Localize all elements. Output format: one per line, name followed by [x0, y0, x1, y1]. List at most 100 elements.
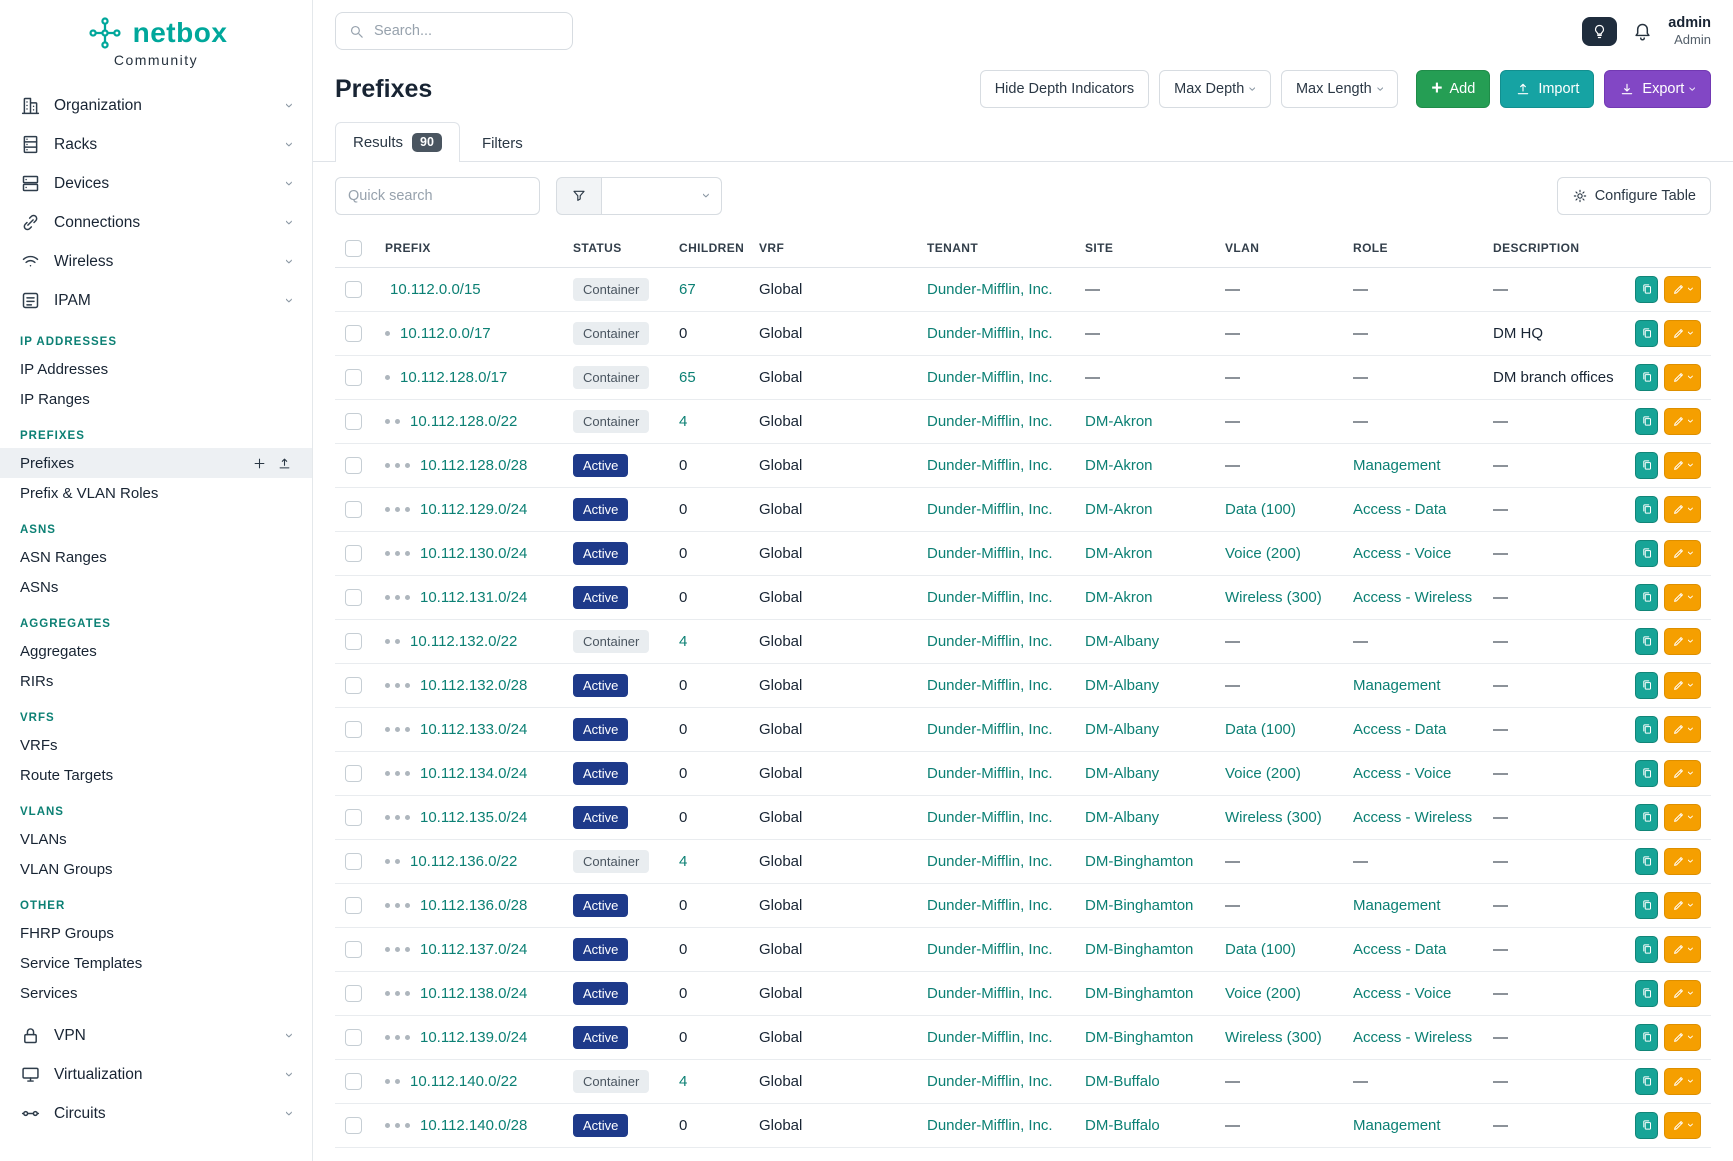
add-button[interactable]: + Add — [1416, 70, 1491, 108]
tenant-link[interactable]: Dunder-Mifflin, Inc. — [927, 808, 1053, 826]
vlan-link[interactable]: Voice (200) — [1225, 764, 1301, 782]
site-link[interactable]: DM-Albany — [1085, 676, 1160, 694]
clone-button[interactable] — [1635, 803, 1658, 831]
children-link[interactable]: 4 — [679, 412, 688, 430]
hide-depth-indicators-button[interactable]: Hide Depth Indicators — [979, 70, 1150, 108]
tenant-link[interactable]: Dunder-Mifflin, Inc. — [927, 676, 1053, 694]
clone-button[interactable] — [1635, 1023, 1658, 1051]
site-link[interactable]: DM-Buffalo — [1085, 1116, 1160, 1134]
edit-button[interactable]: › — [1664, 627, 1701, 655]
role-link[interactable]: Access - Voice — [1353, 764, 1452, 782]
site-link[interactable]: DM-Binghamton — [1085, 852, 1194, 870]
export-button[interactable]: Export › — [1604, 70, 1711, 108]
sidebar-item-racks[interactable]: Racks › — [0, 125, 312, 164]
tenant-link[interactable]: Dunder-Mifflin, Inc. — [927, 852, 1053, 870]
edit-button[interactable]: › — [1664, 671, 1701, 699]
sidebar-item-rirs[interactable]: RIRs — [0, 666, 312, 696]
edit-button[interactable]: › — [1664, 407, 1701, 435]
row-checkbox[interactable] — [345, 720, 362, 738]
role-link[interactable]: Access - Voice — [1353, 984, 1452, 1002]
clone-button[interactable] — [1635, 495, 1658, 523]
clone-button[interactable] — [1635, 583, 1658, 611]
edit-button[interactable]: › — [1664, 583, 1701, 611]
clone-button[interactable] — [1635, 319, 1658, 347]
tenant-link[interactable]: Dunder-Mifflin, Inc. — [927, 280, 1053, 298]
row-checkbox[interactable] — [345, 456, 362, 474]
row-checkbox[interactable] — [345, 544, 362, 562]
sidebar-item-route-targets[interactable]: Route Targets — [0, 760, 312, 790]
tab-filters[interactable]: Filters — [464, 124, 541, 162]
sidebar-item-asn-ranges[interactable]: ASN Ranges — [0, 542, 312, 572]
tenant-link[interactable]: Dunder-Mifflin, Inc. — [927, 720, 1053, 738]
vlan-link[interactable]: Wireless (300) — [1225, 588, 1322, 606]
tenant-link[interactable]: Dunder-Mifflin, Inc. — [927, 324, 1053, 342]
prefix-link[interactable]: 10.112.131.0/24 — [420, 588, 528, 606]
tenant-link[interactable]: Dunder-Mifflin, Inc. — [927, 544, 1053, 562]
edit-button[interactable]: › — [1664, 1067, 1701, 1095]
sidebar-item-vlans[interactable]: VLANs — [0, 824, 312, 854]
row-checkbox[interactable] — [345, 280, 362, 298]
sidebar-item-aggregates[interactable]: Aggregates — [0, 636, 312, 666]
role-link[interactable]: Access - Data — [1353, 500, 1447, 518]
clone-button[interactable] — [1635, 671, 1658, 699]
sidebar-item-devices[interactable]: Devices › — [0, 164, 312, 203]
column-header-vlan[interactable]: VLAN — [1215, 229, 1343, 268]
clone-button[interactable] — [1635, 275, 1658, 303]
site-link[interactable]: DM-Akron — [1085, 456, 1153, 474]
row-checkbox[interactable] — [345, 1116, 362, 1134]
prefix-link[interactable]: 10.112.128.0/17 — [400, 368, 508, 386]
edit-button[interactable]: › — [1664, 1023, 1701, 1051]
row-checkbox[interactable] — [345, 808, 362, 826]
prefix-link[interactable]: 10.112.139.0/24 — [420, 1028, 528, 1046]
quick-search-input[interactable] — [335, 176, 540, 215]
site-link[interactable]: DM-Binghamton — [1085, 896, 1194, 914]
prefix-link[interactable]: 10.112.130.0/24 — [420, 544, 528, 562]
row-checkbox[interactable] — [345, 324, 362, 342]
clone-button[interactable] — [1635, 1067, 1658, 1095]
column-header-description[interactable]: DESCRIPTION — [1483, 229, 1625, 268]
row-checkbox[interactable] — [345, 1028, 362, 1046]
vlan-link[interactable]: Voice (200) — [1225, 544, 1301, 562]
global-search-input[interactable] — [374, 23, 560, 39]
site-link[interactable]: DM-Albany — [1085, 632, 1160, 650]
edit-button[interactable]: › — [1664, 759, 1701, 787]
vlan-link[interactable]: Wireless (300) — [1225, 1028, 1322, 1046]
site-link[interactable]: DM-Akron — [1085, 500, 1153, 518]
prefix-link[interactable]: 10.112.136.0/22 — [410, 852, 518, 870]
edit-button[interactable]: › — [1664, 715, 1701, 743]
sidebar-item-connections[interactable]: Connections › — [0, 203, 312, 242]
clone-button[interactable] — [1635, 363, 1658, 391]
role-link[interactable]: Management — [1353, 676, 1441, 694]
edit-button[interactable]: › — [1664, 891, 1701, 919]
site-link[interactable]: DM-Binghamton — [1085, 984, 1194, 1002]
tenant-link[interactable]: Dunder-Mifflin, Inc. — [927, 588, 1053, 606]
site-link[interactable]: DM-Albany — [1085, 764, 1160, 782]
sidebar-item-vrfs[interactable]: VRFs — [0, 730, 312, 760]
row-checkbox[interactable] — [345, 588, 362, 606]
clone-button[interactable] — [1635, 979, 1658, 1007]
tenant-link[interactable]: Dunder-Mifflin, Inc. — [927, 940, 1053, 958]
sidebar-item-service-templates[interactable]: Service Templates — [0, 948, 312, 978]
row-checkbox[interactable] — [345, 632, 362, 650]
clone-button[interactable] — [1635, 451, 1658, 479]
role-link[interactable]: Access - Wireless — [1353, 808, 1473, 826]
sidebar-item-ip-addresses[interactable]: IP Addresses — [0, 354, 312, 384]
site-link[interactable]: DM-Albany — [1085, 808, 1160, 826]
sidebar-item-prefixes[interactable]: Prefixes — [0, 448, 312, 478]
user-menu[interactable]: admin Admin — [1668, 14, 1711, 48]
prefix-link[interactable]: 10.112.137.0/24 — [420, 940, 528, 958]
site-link[interactable]: DM-Akron — [1085, 544, 1153, 562]
vlan-link[interactable]: Data (100) — [1225, 720, 1296, 738]
site-link[interactable]: DM-Binghamton — [1085, 1028, 1194, 1046]
clone-button[interactable] — [1635, 847, 1658, 875]
prefix-link[interactable]: 10.112.128.0/22 — [410, 412, 518, 430]
edit-button[interactable]: › — [1664, 363, 1701, 391]
site-link[interactable]: DM-Akron — [1085, 588, 1153, 606]
sidebar-item-organization[interactable]: Organization › — [0, 86, 312, 125]
vlan-link[interactable]: Voice (200) — [1225, 984, 1301, 1002]
edit-button[interactable]: › — [1664, 1111, 1701, 1139]
sidebar-item-vlan-groups[interactable]: VLAN Groups — [0, 854, 312, 884]
row-checkbox[interactable] — [345, 896, 362, 914]
prefix-link[interactable]: 10.112.135.0/24 — [420, 808, 528, 826]
prefix-link[interactable]: 10.112.136.0/28 — [420, 896, 528, 914]
